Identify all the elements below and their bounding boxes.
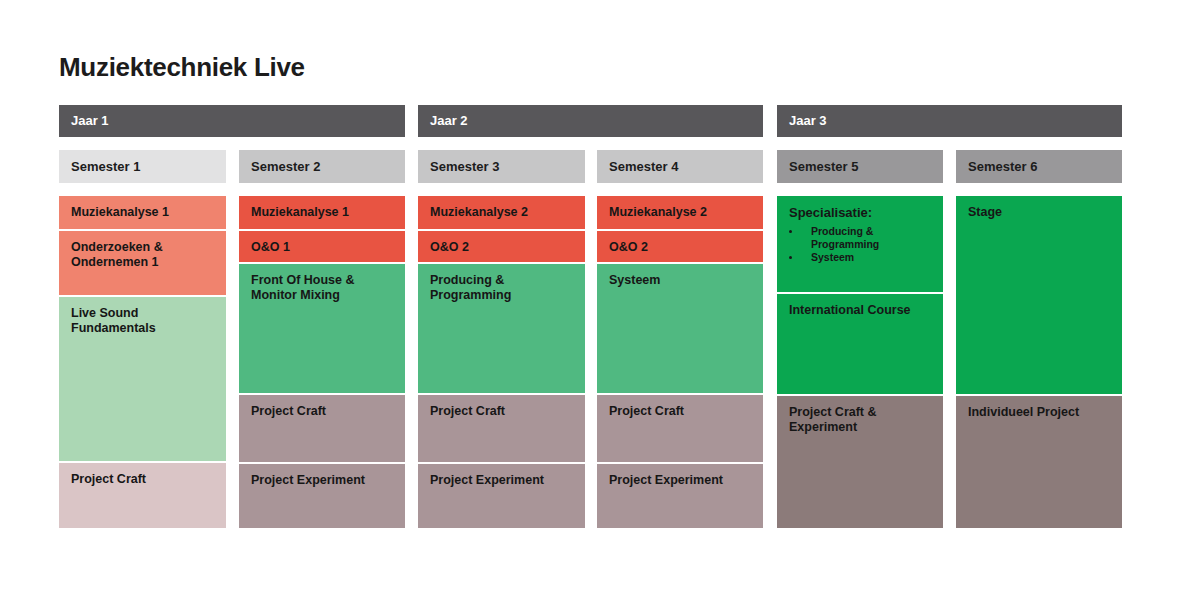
course-block-individueel-project: Individueel Project — [956, 396, 1122, 528]
course-block-muziekanalyse-1: Muziekanalyse 1 — [239, 196, 405, 229]
specialisatie-heading: Specialisatie: — [789, 205, 929, 221]
semester-column-5: Semester 5 Specialisatie: Producing & Pr… — [777, 150, 943, 528]
semester-header-4: Semester 4 — [597, 150, 763, 183]
semester-column-4: Semester 4 Muziekanalyse 2 O&O 2 Systeem… — [597, 150, 763, 528]
semester-column-1: Semester 1 Muziekanalyse 1 Onderzoeken &… — [59, 150, 226, 528]
course-block-oo-2: O&O 2 — [597, 231, 763, 262]
course-block-project-experiment: Project Experiment — [597, 464, 763, 528]
course-block-project-craft: Project Craft — [597, 395, 763, 462]
semester-header-6: Semester 6 — [956, 150, 1122, 183]
course-block-onderzoeken-ondernemen-1: Onderzoeken & Ondernemen 1 — [59, 231, 226, 295]
specialisatie-bullet-list: Producing & Programming Systeem — [789, 225, 929, 264]
bullet-label: Systeem — [792, 251, 854, 264]
year-bar-jaar-3: Jaar 3 — [777, 105, 1122, 137]
bullet-item: Systeem — [789, 251, 929, 264]
course-block-producing-programming: Producing & Programming — [418, 264, 585, 393]
semester-header-5: Semester 5 — [777, 150, 943, 183]
semester-column-6: Semester 6 Stage Individueel Project — [956, 150, 1122, 528]
course-block-oo-2: O&O 2 — [418, 231, 585, 262]
semester-column-3: Semester 3 Muziekanalyse 2 O&O 2 Produci… — [418, 150, 585, 528]
semester-header-2: Semester 2 — [239, 150, 405, 183]
course-block-muziekanalyse-1: Muziekanalyse 1 — [59, 196, 226, 229]
course-block-project-craft: Project Craft — [239, 395, 405, 462]
course-block-project-experiment: Project Experiment — [418, 464, 585, 528]
course-block-systeem: Systeem — [597, 264, 763, 393]
year-bar-jaar-2: Jaar 2 — [418, 105, 763, 137]
curriculum-diagram: Muziektechniek Live Jaar 1 Jaar 2 Jaar 3… — [0, 0, 1181, 591]
course-block-muziekanalyse-2: Muziekanalyse 2 — [418, 196, 585, 229]
semester-column-2: Semester 2 Muziekanalyse 1 O&O 1 Front O… — [239, 150, 405, 528]
page-title: Muziektechniek Live — [59, 52, 305, 82]
course-block-project-craft-experiment: Project Craft & Experiment — [777, 396, 943, 528]
year-bar-jaar-1: Jaar 1 — [59, 105, 405, 137]
semester-header-3: Semester 3 — [418, 150, 585, 183]
bullet-item: Producing & Programming — [789, 225, 929, 251]
semester-header-1: Semester 1 — [59, 150, 226, 183]
course-block-project-craft: Project Craft — [59, 463, 226, 528]
course-block-oo-1: O&O 1 — [239, 231, 405, 262]
course-block-live-sound-fundamentals: Live Sound Fundamentals — [59, 297, 226, 461]
bullet-label: Producing & Programming — [792, 225, 929, 251]
course-block-project-craft: Project Craft — [418, 395, 585, 462]
course-block-international-course: International Course — [777, 294, 943, 394]
course-block-front-of-house-monitor-mixing: Front Of House & Monitor Mixing — [239, 264, 405, 393]
course-block-specialisatie: Specialisatie: Producing & Programming S… — [777, 196, 943, 292]
course-block-project-experiment: Project Experiment — [239, 464, 405, 528]
course-block-muziekanalyse-2: Muziekanalyse 2 — [597, 196, 763, 229]
course-block-stage: Stage — [956, 196, 1122, 394]
